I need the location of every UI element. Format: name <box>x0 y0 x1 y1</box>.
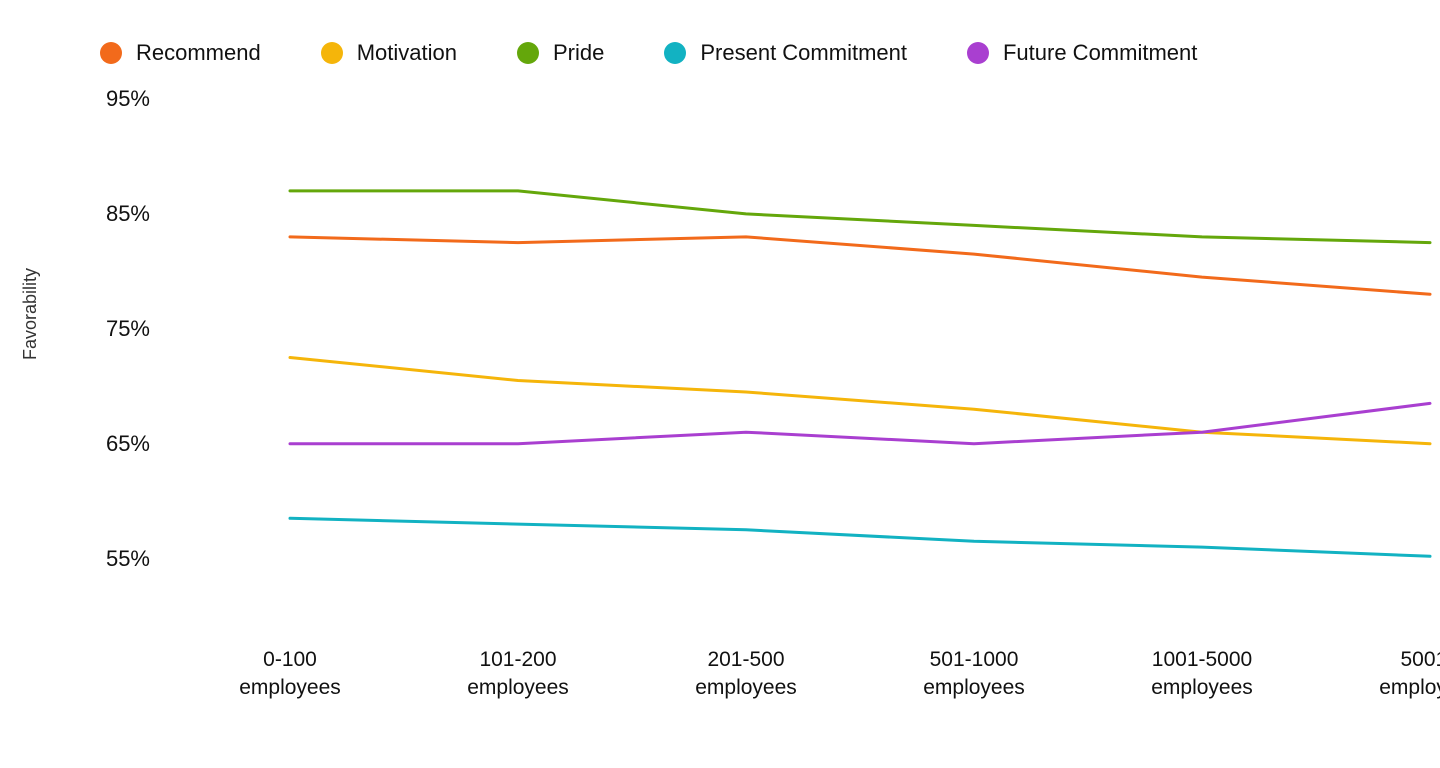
line-series-svg <box>210 76 1440 616</box>
x-tick-label: 501-1000employees <box>884 646 1064 703</box>
y-tick-label: 85% <box>90 201 150 227</box>
legend-item-future-commitment: Future Commitment <box>967 40 1197 66</box>
y-tick-label: 95% <box>90 86 150 112</box>
legend-marker-icon <box>321 42 343 64</box>
y-axis-label: Favorability <box>20 268 41 360</box>
series-line-motivation <box>290 358 1430 444</box>
legend-item-present-commitment: Present Commitment <box>664 40 907 66</box>
legend-marker-icon <box>100 42 122 64</box>
legend-marker-icon <box>517 42 539 64</box>
legend-label: Recommend <box>136 40 261 66</box>
series-line-pride <box>290 191 1430 243</box>
legend: Recommend Motivation Pride Present Commitme… <box>40 40 1380 66</box>
legend-label: Future Commitment <box>1003 40 1197 66</box>
series-line-recommend <box>290 237 1430 294</box>
legend-label: Pride <box>553 40 604 66</box>
plot-area <box>210 76 1440 616</box>
x-tick-label: 5001+employees <box>1340 646 1440 703</box>
legend-label: Present Commitment <box>700 40 907 66</box>
favorability-line-chart: Recommend Motivation Pride Present Commitme… <box>0 0 1440 768</box>
legend-item-pride: Pride <box>517 40 604 66</box>
legend-label: Motivation <box>357 40 457 66</box>
x-tick-label: 1001-5000employees <box>1112 646 1292 703</box>
legend-item-recommend: Recommend <box>100 40 261 66</box>
series-line-future-commitment <box>290 403 1430 443</box>
legend-marker-icon <box>967 42 989 64</box>
legend-marker-icon <box>664 42 686 64</box>
x-tick-label: 0-100employees <box>200 646 380 703</box>
legend-item-motivation: Motivation <box>321 40 457 66</box>
y-tick-label: 55% <box>90 546 150 572</box>
x-tick-label: 101-200employees <box>428 646 608 703</box>
y-tick-label: 75% <box>90 316 150 342</box>
y-tick-label: 65% <box>90 431 150 457</box>
x-tick-label: 201-500employees <box>656 646 836 703</box>
series-line-present-commitment <box>290 518 1430 556</box>
